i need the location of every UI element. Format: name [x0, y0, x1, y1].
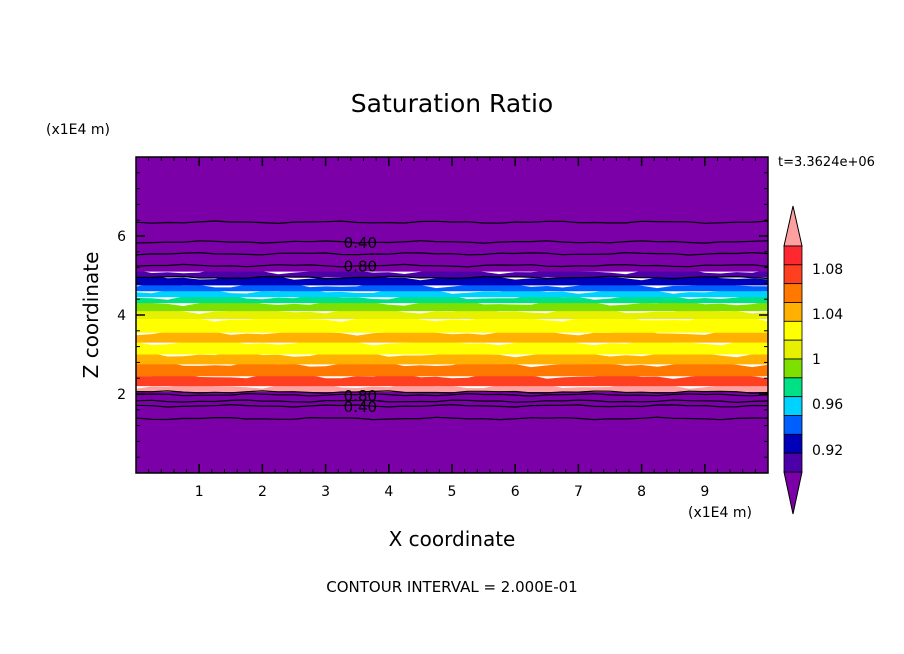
contour-line-0: [135, 220, 769, 225]
colorbar-swatch-9: [783, 415, 803, 435]
colorbar: 0.92 0.96 1 1.04 1.08: [783, 205, 843, 515]
x-axis-ticks: 1 2 3 4 5 6 7 8 9: [148, 157, 769, 500]
band-9: [136, 300, 768, 312]
colorbar-label: 1.04: [812, 307, 843, 323]
band-5: [136, 339, 768, 355]
x-axis-label: X coordinate: [389, 527, 516, 551]
x-tick-label: 4: [384, 484, 393, 500]
colorbar-under-triangle: [783, 471, 803, 515]
colorbar-label: 0.96: [812, 397, 843, 413]
colorbar-swatch-2: [783, 283, 803, 303]
y-axis-ticks: 2 4 6: [117, 172, 768, 458]
band-7: [136, 316, 768, 333]
colorbar-swatch-3: [783, 302, 803, 322]
x-tick-label: 5: [448, 484, 457, 500]
x-tick-label: 9: [700, 484, 709, 500]
chart-title: Saturation Ratio: [351, 89, 553, 118]
contour-label-3: 0.80: [344, 258, 377, 276]
colorbar-swatch-4: [783, 320, 803, 341]
contour-line-5: [135, 390, 769, 394]
x-tick-label: 7: [574, 484, 583, 500]
colorbar-swatch-11: [783, 452, 803, 473]
time-label: t=3.3624e+06: [778, 155, 875, 170]
band-0: [136, 392, 768, 473]
colorbar-label: 1.08: [812, 262, 843, 278]
contour-line-3: [135, 263, 769, 268]
colorbar-swatch-7: [783, 377, 803, 398]
band-2: [136, 373, 768, 387]
band-4: [136, 351, 768, 365]
colorbar-swatch-10: [783, 433, 803, 454]
contour-line-1: [135, 240, 769, 244]
contour-interval-footer: CONTOUR INTERVAL = 2.000E-01: [326, 578, 577, 596]
x-tick-label: 6: [511, 484, 520, 500]
contour-label-8: 0.40: [344, 398, 377, 416]
contour-line-4: [135, 275, 769, 280]
x-tick-label: 1: [195, 484, 204, 500]
y-tick-label: 6: [117, 229, 126, 245]
colorbar-swatch-5: [783, 339, 803, 360]
band-6: [136, 330, 768, 343]
contour-label-1: 0.40: [344, 234, 377, 252]
y-axis-label: Z coordinate: [79, 252, 103, 379]
contour-line-2: [135, 251, 769, 256]
contour-line-8: [135, 403, 769, 408]
colorbar-swatch-0: [783, 245, 803, 266]
band-10: [136, 294, 768, 304]
colorbar-over-triangle: [783, 205, 803, 247]
y-tick-label: 2: [117, 387, 126, 403]
x-tick-label: 2: [258, 484, 267, 500]
contour-line-6: [135, 392, 769, 397]
band-3: [136, 361, 768, 377]
contour-fill-bands: [136, 157, 768, 473]
contour-line-9: [135, 416, 769, 421]
x-unit-label: (x1E4 m): [688, 505, 752, 521]
x-tick-label: 3: [321, 484, 330, 500]
band-14: [136, 268, 768, 278]
contour-line-7: [135, 399, 769, 404]
colorbar-swatch-6: [783, 358, 803, 379]
colorbar-label: 1: [812, 352, 821, 368]
y-unit-label: (x1E4 m): [46, 122, 110, 138]
colorbar-swatch-8: [783, 396, 803, 416]
y-tick-label: 4: [117, 308, 126, 324]
contour-lines: 0.400.800.800.40: [135, 220, 769, 421]
colorbar-swatch-1: [783, 264, 803, 285]
x-tick-label: 8: [637, 484, 646, 500]
colorbar-label: 0.92: [812, 443, 843, 459]
